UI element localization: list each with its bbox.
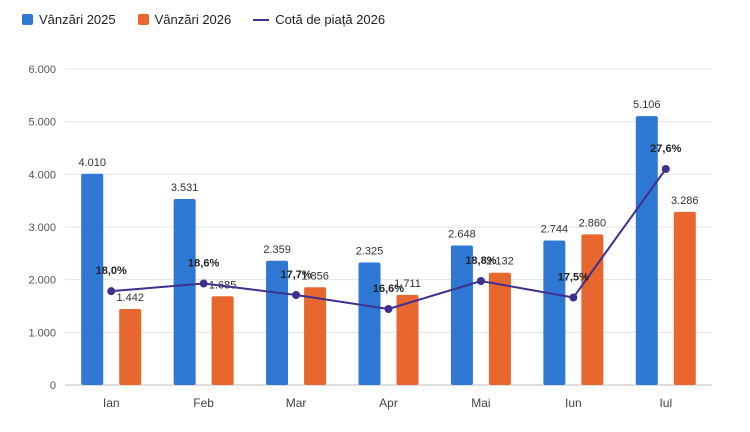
bar-data-label: 3.286 bbox=[671, 195, 699, 207]
line-data-label: 18,6% bbox=[188, 258, 219, 270]
y-tick-label: 3.000 bbox=[28, 222, 56, 234]
bar-data-label: 4.010 bbox=[78, 157, 106, 169]
line-data-label: 18,8% bbox=[465, 255, 496, 267]
bar-sales-2025 bbox=[635, 116, 658, 386]
bar-sales-2025 bbox=[543, 240, 566, 385]
bar-data-label: 2.648 bbox=[448, 229, 476, 241]
legend-item-sales-2026[interactable]: Vânzări 2026 bbox=[137, 12, 232, 27]
line-data-label: 16,6% bbox=[373, 283, 404, 295]
bar-sales-2025 bbox=[358, 262, 381, 385]
bar-sales-2026 bbox=[488, 272, 511, 385]
bar-data-label: 2.860 bbox=[579, 217, 607, 229]
bar-sales-2026 bbox=[211, 296, 234, 385]
bar-data-label: 1.442 bbox=[116, 292, 144, 304]
bar-data-label: 2.132 bbox=[486, 256, 514, 268]
bar-sales-2025 bbox=[173, 199, 196, 385]
y-tick-label: 2.000 bbox=[28, 275, 56, 287]
x-tick-label: Mai bbox=[471, 396, 490, 410]
bar-sales-2026 bbox=[119, 309, 142, 385]
line-point-market-share bbox=[476, 277, 485, 285]
legend-item-sales-2025[interactable]: Vânzări 2025 bbox=[22, 12, 116, 27]
y-tick-label: 0 bbox=[50, 380, 56, 392]
line-point-market-share bbox=[661, 165, 670, 173]
legend-label-sales-2026: Vânzări 2026 bbox=[154, 12, 232, 27]
y-tick-label: 1.000 bbox=[28, 327, 56, 339]
bar-sales-2026 bbox=[673, 211, 696, 385]
x-tick-label: Ian bbox=[103, 396, 120, 410]
bar-sales-2026 bbox=[396, 294, 419, 385]
line-data-label: 27,6% bbox=[650, 143, 681, 155]
bar-data-label: 1.711 bbox=[394, 278, 421, 290]
bar-data-label: 2.325 bbox=[356, 246, 384, 258]
line-point-market-share bbox=[199, 279, 208, 288]
y-tick-label: 6.000 bbox=[28, 64, 56, 76]
bar-sales-2026 bbox=[304, 287, 327, 385]
bar-data-label: 2.359 bbox=[263, 244, 291, 256]
bar-data-label: 5.106 bbox=[633, 99, 661, 111]
y-tick-label: 4.000 bbox=[28, 169, 56, 181]
bar-sales-2025 bbox=[450, 245, 473, 385]
bar-sales-2025 bbox=[81, 173, 104, 385]
x-tick-label: Mar bbox=[286, 396, 307, 410]
legend-item-market-share[interactable]: Cotă de piață 2026 bbox=[253, 12, 385, 27]
chart-legend: Vânzări 2025 Vânzări 2026 Cotă de piață … bbox=[22, 12, 385, 27]
line-data-label: 17,5% bbox=[558, 272, 589, 284]
x-tick-label: Feb bbox=[193, 396, 214, 410]
x-tick-label: Apr bbox=[379, 396, 398, 410]
bar-data-label: 1.856 bbox=[301, 270, 329, 282]
line-point-market-share bbox=[292, 291, 301, 299]
line-point-market-share bbox=[569, 293, 578, 302]
legend-swatch-sales-2025 bbox=[22, 14, 33, 25]
legend-label-sales-2025: Vânzări 2025 bbox=[39, 12, 116, 27]
bar-data-label: 3.531 bbox=[171, 182, 199, 194]
legend-label-market-share: Cotă de piață 2026 bbox=[275, 12, 386, 27]
line-point-market-share bbox=[107, 287, 116, 296]
legend-swatch-market-share bbox=[253, 18, 270, 21]
line-point-market-share bbox=[384, 305, 393, 313]
line-data-label: 18,0% bbox=[96, 265, 127, 277]
bar-data-label: 2.744 bbox=[541, 223, 569, 235]
legend-swatch-sales-2026 bbox=[137, 14, 149, 25]
x-tick-label: Iun bbox=[565, 396, 582, 410]
y-tick-label: 5.000 bbox=[28, 117, 56, 129]
line-data-label: 17,7% bbox=[280, 269, 311, 281]
bar-sales-2026 bbox=[581, 234, 604, 385]
x-tick-label: Iul bbox=[659, 396, 672, 410]
